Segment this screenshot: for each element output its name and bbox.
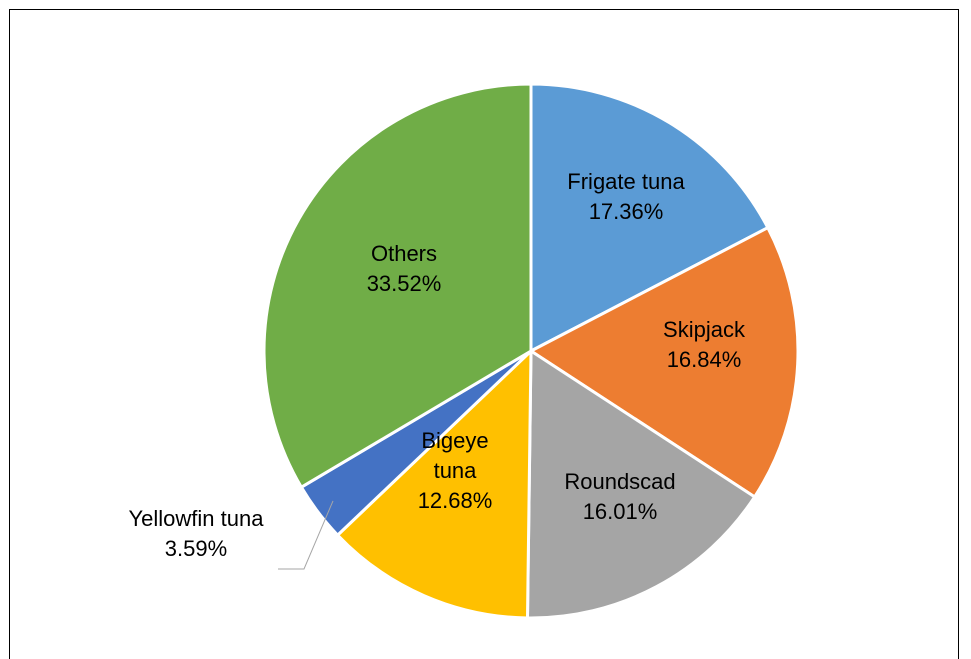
slice-data-label: Roundscad 16.01% bbox=[564, 469, 675, 524]
slice-data-label: Others 33.52% bbox=[367, 241, 442, 296]
slice-data-label-line: 12.68% bbox=[418, 488, 493, 513]
slice-data-label-line: Roundscad bbox=[564, 469, 675, 494]
slice-data-label-line: Frigate tuna bbox=[567, 169, 685, 194]
chart-frame bbox=[9, 9, 959, 659]
pie-slice bbox=[262, 82, 533, 489]
slice-data-label-line: 3.59% bbox=[165, 536, 227, 561]
slice-data-label-line: Others bbox=[371, 241, 437, 266]
slice-data-label-line: Skipjack bbox=[663, 317, 746, 342]
slice-data-label-line: 33.52% bbox=[367, 271, 442, 296]
slice-data-label-line: Yellowfin tuna bbox=[129, 506, 265, 531]
slice-data-label-line: 17.36% bbox=[589, 199, 664, 224]
slice-data-label: Frigate tuna 17.36% bbox=[567, 169, 685, 224]
leader-line bbox=[278, 500, 334, 570]
slice-data-label-line: 16.01% bbox=[583, 499, 658, 524]
slice-data-label: Yellowfin tuna 3.59% bbox=[129, 506, 265, 561]
pie-slice bbox=[529, 82, 770, 353]
pie-slice bbox=[529, 226, 800, 499]
pie-slice bbox=[525, 349, 757, 620]
pie-slice bbox=[336, 349, 533, 620]
slice-data-label-line: tuna bbox=[434, 458, 478, 483]
slice-data-label: Bigeye tuna 12.68% bbox=[418, 428, 493, 513]
slice-data-label-line: 16.84% bbox=[667, 347, 742, 372]
slice-data-label: Skipjack 16.84% bbox=[663, 317, 746, 372]
slice-data-label-line: Bigeye bbox=[421, 428, 488, 453]
